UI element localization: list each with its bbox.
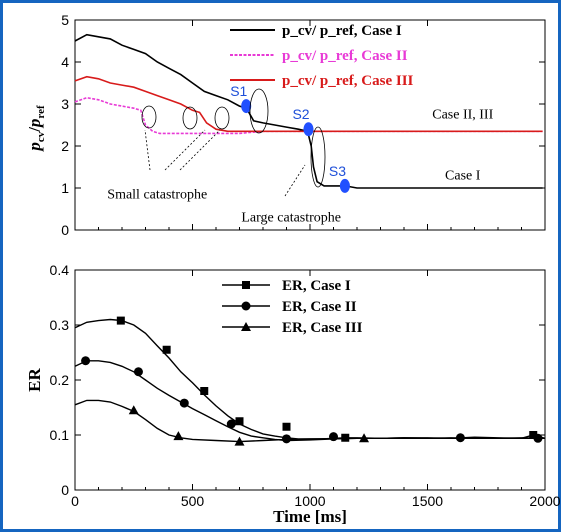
triangle-marker (234, 436, 245, 446)
legend-label: p_cv/ p_ref, Case II (282, 48, 408, 64)
top-annotations: S1 S2 S3 Case II, III Case I Small catastroph… (107, 83, 493, 226)
x-axis-label: Time [ms] (273, 507, 347, 526)
square-marker (116, 316, 125, 325)
circle-marker (133, 367, 143, 377)
annotation-text: Case II, III (432, 108, 493, 123)
y-tick-label: 1 (61, 180, 69, 196)
legend-square-marker (242, 281, 250, 289)
y-tick-label: 0.2 (50, 372, 70, 388)
catastrophe-ellipse (214, 106, 230, 130)
annotation-text: Small catastrophe (107, 188, 207, 203)
catastrophe-ellipse (141, 105, 157, 129)
legend-triangle-marker (241, 322, 251, 331)
annotation-arrow (284, 164, 306, 197)
bottom-axis-ticks: 0 500 1000 1500 2000 0 0.1 0.2 0.3 0.4 (50, 262, 561, 509)
x-tick-label: 1500 (412, 493, 443, 509)
state-label: S3 (329, 163, 346, 179)
catastrophe-ellipse (310, 126, 326, 188)
state-label: S1 (230, 83, 247, 99)
state-point (303, 122, 314, 137)
y-tick-label: 0.1 (50, 427, 70, 443)
series-line-2 (74, 96, 543, 135)
top-y-axis-label: pcv/pref (25, 105, 47, 153)
catastrophe-ellipse (182, 106, 198, 130)
x-tick-label: 0 (71, 493, 79, 509)
y-tick-label: 0 (61, 222, 69, 238)
pressure-ratio-panel: 0 1 2 3 4 5 S1 S2 S3 Case II, III Case I Small cat… (25, 12, 546, 238)
legend-label: p_cv/ p_ref, Case III (282, 73, 414, 89)
circle-marker (179, 398, 189, 408)
square-marker (162, 345, 171, 354)
annotation-arrow (179, 129, 221, 171)
square-marker (235, 417, 244, 426)
triangle-marker (173, 431, 184, 441)
legend-label: ER, Case I (282, 278, 351, 294)
circle-marker (226, 419, 236, 429)
triangle-marker (128, 405, 139, 415)
circle-marker (329, 432, 338, 442)
legend-label: ER, Case II (282, 299, 357, 315)
y-tick-label: 0.4 (50, 262, 70, 278)
annotation-arrow (144, 129, 151, 171)
annotation-text: Case I (445, 169, 481, 184)
legend-label: p_cv/ p_ref, Case I (282, 23, 402, 39)
y-tick-label: 4 (61, 54, 69, 70)
y-tick-label: 0.3 (50, 317, 70, 333)
y-tick-label: 2 (61, 138, 69, 154)
catastrophe-ellipse (249, 88, 269, 134)
y-tick-label: 0 (61, 482, 69, 498)
bottom-legend: ER, Case I ER, Case II ER, Case III (222, 278, 363, 336)
square-marker (529, 431, 538, 439)
x-tick-label: 1000 (294, 493, 325, 509)
top-axis-ticks: 0 1 2 3 4 5 (61, 12, 546, 238)
legend-circle-marker (241, 301, 251, 311)
legend-label: ER, Case III (282, 320, 363, 336)
er-panel: 0 500 1000 1500 2000 0 0.1 0.2 0.3 0.4 ER Time [m… (25, 262, 561, 526)
bottom-y-axis-label: ER (25, 367, 44, 391)
y-tick-label: 5 (61, 12, 69, 28)
annotation-arrow (164, 129, 206, 171)
top-legend: p_cv/ p_ref, Case I p_cv/ p_ref, Case II p… (230, 23, 414, 89)
triangle-marker (359, 433, 370, 443)
bottom-series-lines (74, 316, 546, 446)
state-label: S2 (292, 106, 309, 122)
square-marker (282, 422, 291, 431)
series-line-2 (74, 360, 546, 442)
annotation-text: Large catastrophe (241, 211, 341, 226)
square-marker (200, 387, 209, 395)
circle-marker (81, 356, 91, 366)
x-tick-label: 500 (181, 493, 205, 509)
series-line-3 (74, 75, 543, 133)
series-line-3 (74, 399, 545, 443)
y-tick-label: 3 (61, 96, 69, 112)
x-tick-label: 2000 (529, 493, 560, 509)
state-point (241, 99, 252, 114)
state-point (339, 178, 350, 193)
